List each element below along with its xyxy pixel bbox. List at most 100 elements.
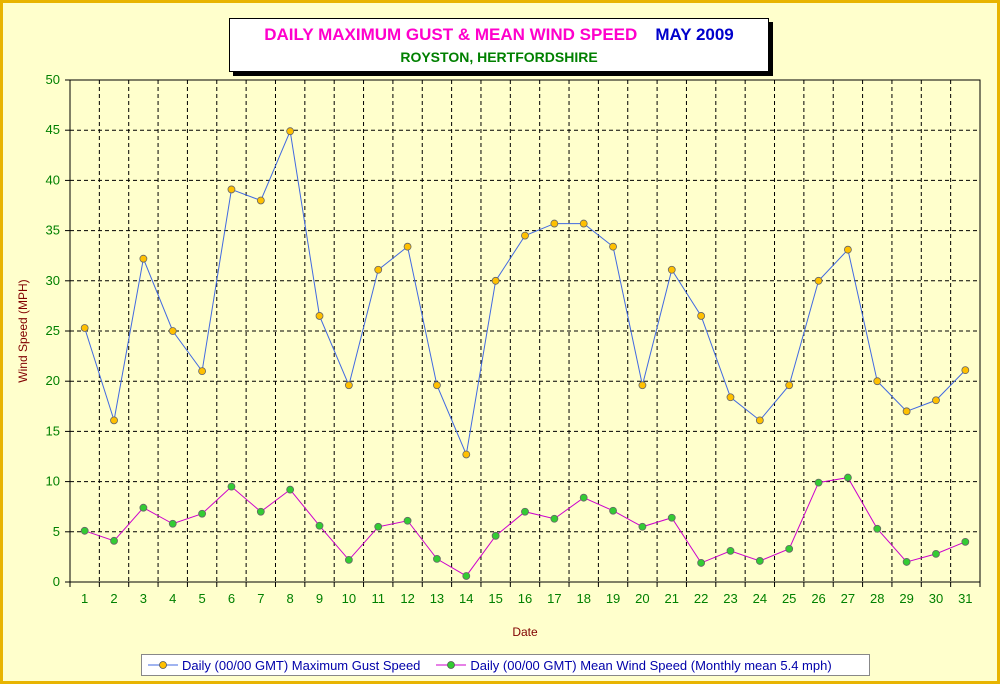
x-tick-label: 11 (371, 591, 385, 606)
mean-point (491, 531, 500, 540)
y-tick-label: 45 (46, 122, 60, 137)
x-axis-label: Date (512, 625, 538, 639)
mean-point (755, 557, 764, 565)
x-tick-label: 31 (958, 591, 972, 606)
chart-points (80, 127, 970, 580)
mean-point (697, 559, 706, 567)
mean-point (550, 514, 559, 523)
x-tick-label: 8 (287, 591, 294, 606)
mean-point (168, 519, 177, 528)
gust-point (462, 450, 471, 459)
gust-point (961, 366, 970, 375)
mean-point (139, 503, 148, 512)
legend-label-gust: Daily (00/00 GMT) Maximum Gust Speed (182, 657, 421, 673)
mean-point (315, 521, 324, 530)
gust-point (667, 265, 676, 274)
mean-point (667, 513, 676, 522)
x-tick-label: 14 (459, 591, 473, 606)
x-tick-label: 13 (430, 591, 444, 606)
gust-point (902, 407, 911, 416)
mean-point (227, 482, 236, 491)
x-tick-label: 22 (694, 591, 708, 606)
y-tick-label: 10 (46, 474, 60, 489)
gust-point (227, 185, 236, 194)
mean-point (844, 473, 852, 482)
gust-point (697, 312, 706, 320)
x-tick-label: 28 (870, 591, 884, 606)
mean-point (961, 537, 970, 546)
gust-point (315, 312, 324, 320)
legend-item-gust: Daily (00/00 GMT) Maximum Gust Speed (148, 658, 420, 673)
mean-point (579, 493, 588, 502)
gust-point (374, 265, 383, 274)
gust-point (433, 381, 441, 390)
legend-item-mean: Daily (00/00 GMT) Mean Wind Speed (Month… (436, 658, 832, 673)
x-tick-label: 15 (488, 591, 502, 606)
mean-point (462, 572, 471, 580)
y-tick-label: 30 (46, 273, 60, 288)
mean-point (814, 478, 823, 487)
x-tick-label: 5 (198, 591, 205, 606)
x-tick-label: 12 (400, 591, 414, 606)
gust-point (286, 127, 295, 136)
y-tick-label: 35 (46, 223, 60, 238)
chart-title: DAILY MAXIMUM GUST & MEAN WIND SPEED (264, 25, 638, 44)
mean-point (433, 555, 441, 563)
gust-point (726, 393, 735, 402)
title-line: DAILY MAXIMUM GUST & MEAN WIND SPEED MAY … (230, 25, 768, 45)
mean-point (521, 507, 529, 516)
gust-point (521, 231, 529, 240)
gust-point (814, 276, 823, 285)
gust-point (403, 242, 412, 251)
gust-point (110, 416, 118, 425)
chart-subtitle: ROYSTON, HERTFORDSHIRE (400, 49, 598, 65)
x-tick-label: 23 (723, 591, 737, 606)
x-tick-label: 17 (547, 591, 561, 606)
x-tick-label: 16 (518, 591, 532, 606)
gust-point (873, 377, 882, 386)
x-tick-label: 30 (929, 591, 943, 606)
y-tick-label: 5 (53, 524, 60, 539)
mean-point (80, 526, 89, 535)
series-line-mean (84, 477, 966, 577)
y-tick-label: 40 (46, 172, 60, 187)
x-tick-label: 18 (576, 591, 590, 606)
x-tick-label: 20 (635, 591, 649, 606)
y-tick-label: 15 (46, 423, 60, 438)
y-axis-label: Wind Speed (MPH) (16, 279, 30, 382)
mean-point (726, 546, 735, 555)
y-tick-label: 0 (53, 574, 60, 589)
mean-point (256, 507, 265, 516)
gust-point (256, 196, 265, 205)
chart-grid (70, 79, 980, 582)
x-tick-label: 10 (342, 591, 356, 606)
x-tick-label: 7 (257, 591, 264, 606)
gust-point (139, 254, 148, 263)
x-tick-label: 3 (140, 591, 147, 606)
x-tick-label: 6 (228, 591, 235, 606)
gust-point (168, 327, 177, 335)
gust-point (755, 416, 764, 425)
gust-point (344, 381, 353, 390)
x-tick-label: 24 (753, 591, 767, 606)
gust-point (785, 381, 794, 390)
mean-point (374, 522, 383, 531)
x-tick-label: 19 (606, 591, 620, 606)
title-box: DAILY MAXIMUM GUST & MEAN WIND SPEED MAY … (229, 18, 769, 72)
mean-point (785, 544, 794, 553)
plot-border (69, 79, 981, 583)
gust-point (80, 324, 89, 332)
mean-point (932, 549, 940, 558)
gust-point (844, 245, 852, 254)
x-tick-label: 29 (899, 591, 913, 606)
mean-point (873, 524, 882, 533)
mean-point (198, 509, 206, 518)
gust-point (609, 242, 617, 251)
mean-point (286, 485, 295, 494)
y-tick-label: 50 (46, 72, 60, 87)
gust-point (638, 381, 647, 390)
x-tick-label: 9 (316, 591, 323, 606)
x-tick-label: 4 (169, 591, 176, 606)
